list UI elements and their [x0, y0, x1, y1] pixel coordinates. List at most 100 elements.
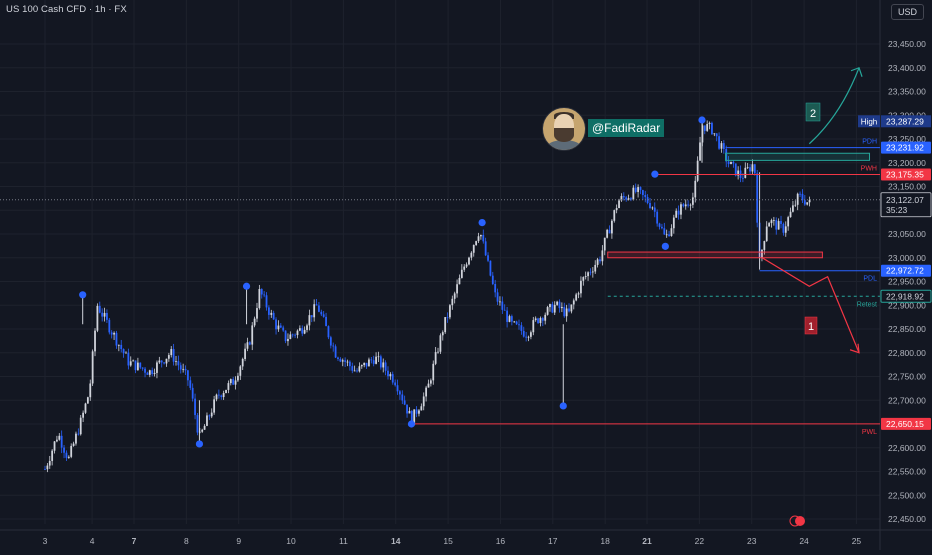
- candle-body: [322, 314, 325, 317]
- candle-body: [782, 223, 785, 233]
- candle-body: [680, 204, 682, 215]
- candle-body: [315, 304, 318, 306]
- candle-body: [82, 412, 85, 418]
- candle-body: [289, 334, 292, 339]
- candle-body: [630, 198, 632, 200]
- candle-body: [711, 122, 713, 135]
- current-price-text: 23,122.07: [886, 195, 924, 205]
- swing-point: [651, 170, 659, 178]
- candle-body: [737, 170, 740, 176]
- candle-body: [563, 306, 566, 317]
- candle-body: [377, 356, 380, 358]
- candle-body: [253, 318, 256, 326]
- candle-body: [160, 360, 163, 363]
- time-tick-label: 9: [236, 536, 241, 546]
- candle-body: [96, 305, 99, 331]
- time-tick-label: 21: [642, 536, 652, 546]
- candle-body: [241, 358, 244, 367]
- candle-body: [584, 276, 587, 278]
- price-tick-label: 23,150.00: [888, 182, 926, 192]
- candle-body: [618, 200, 620, 209]
- candle-body: [408, 410, 411, 414]
- high-price-text: 23,287.29: [886, 116, 924, 126]
- candle-body: [429, 380, 432, 384]
- candle-body: [341, 360, 344, 362]
- candle-body: [368, 359, 370, 367]
- scenario-2-arrowhead: [850, 66, 863, 77]
- candle-body: [58, 435, 61, 440]
- candle-body: [444, 317, 447, 333]
- candle-body: [732, 161, 735, 164]
- event-flag-icon-outline: [789, 515, 801, 527]
- candle-body: [589, 272, 592, 274]
- price-tag-retest: [880, 289, 932, 303]
- candle-body: [389, 374, 392, 377]
- candle-body: [792, 205, 794, 212]
- candle-body: [572, 300, 575, 305]
- time-tick-label: 22: [695, 536, 705, 546]
- candle-body: [651, 207, 654, 209]
- high-price-tag: [881, 115, 931, 128]
- author-tag: @FadiRadar: [588, 119, 665, 137]
- candle-body: [310, 315, 313, 318]
- candle-body: [501, 301, 504, 310]
- candle-body: [644, 194, 647, 198]
- candle-body: [351, 366, 354, 371]
- scenario-2-label: 2: [810, 108, 816, 120]
- avatar-body: [546, 140, 582, 150]
- candle-body: [599, 259, 601, 262]
- candle-body: [734, 163, 737, 176]
- price-tick-label: 23,450.00: [888, 39, 926, 49]
- price-tick-label: 22,550.00: [888, 467, 926, 477]
- candle-body: [391, 374, 394, 383]
- candle-body: [475, 241, 478, 246]
- candle-body: [337, 357, 339, 360]
- high-badge: [858, 115, 880, 128]
- currency-button[interactable]: USD: [890, 4, 924, 20]
- candle-body: [279, 325, 282, 328]
- candle-body: [580, 280, 582, 294]
- candle-body: [396, 385, 399, 392]
- candle-body: [379, 356, 382, 368]
- candle-body: [537, 318, 539, 324]
- candle-body: [356, 370, 358, 372]
- candle-body: [229, 379, 232, 384]
- candle-body: [742, 177, 744, 179]
- candle-body: [646, 197, 649, 204]
- candle-body: [413, 409, 416, 426]
- candle-body: [144, 368, 146, 373]
- candle-body: [189, 380, 192, 388]
- candle-body: [360, 365, 363, 367]
- candle-body: [127, 352, 130, 366]
- candle-body: [65, 452, 68, 458]
- candle-body: [465, 264, 468, 267]
- candle-body: [298, 328, 301, 331]
- time-tick-label: 15: [443, 536, 453, 546]
- candle-body: [53, 441, 56, 451]
- candle-body: [182, 368, 185, 370]
- candle-body: [479, 235, 482, 237]
- swing-point: [559, 402, 567, 410]
- price-tag-pwl: [881, 417, 931, 430]
- candle-body: [167, 355, 170, 359]
- candle-body: [453, 293, 456, 299]
- candle-body: [139, 362, 142, 368]
- candle-body: [472, 245, 475, 253]
- candle-body: [634, 187, 637, 192]
- symbol-title[interactable]: US 100 Cash CFD · 1h · FX: [6, 4, 127, 15]
- scenario-2-path: [808, 67, 860, 145]
- candle-body: [482, 235, 485, 242]
- candle-body: [172, 349, 175, 362]
- candle-body: [530, 332, 532, 337]
- high-badge-text: High: [861, 117, 877, 126]
- candle-body: [213, 399, 216, 413]
- candle-body: [799, 193, 801, 195]
- level-label-pwh: PWH: [861, 165, 877, 172]
- candle-body: [332, 345, 335, 347]
- candle-body: [696, 160, 699, 181]
- candle-body: [544, 314, 547, 321]
- level-label-retest: Retest: [857, 301, 877, 308]
- candle-body: [749, 167, 751, 172]
